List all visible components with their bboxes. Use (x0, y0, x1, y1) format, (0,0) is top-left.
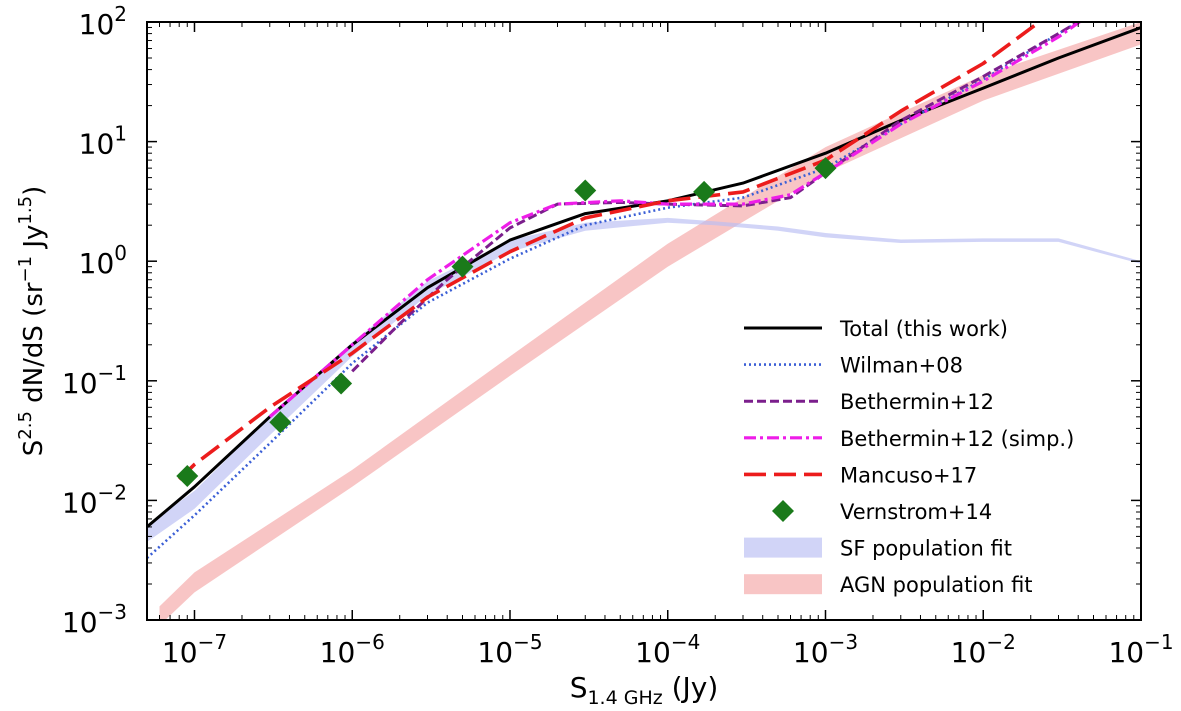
legend-label-wilman-08: Wilman+08 (840, 354, 963, 378)
x-axis-label: S1.4 GHz (Jy) (570, 671, 719, 709)
y-axis-label: S2.5 dN/dS (sr−1 Jy1.5) (15, 186, 49, 456)
data-point-vernstrom-14 (330, 372, 353, 395)
data-point-vernstrom-14 (693, 180, 716, 203)
y-tick-label: 10−3 (62, 600, 127, 639)
plot-frame (146, 21, 1142, 621)
legend-label-bethermin-12: Bethermin+12 (840, 390, 994, 414)
x-tick-label: 10−4 (635, 630, 700, 669)
data-point-vernstrom-14 (814, 157, 837, 180)
y-tick-label: 102 (79, 2, 127, 41)
legend-label-mancuso-17: Mancuso+17 (840, 463, 977, 487)
legend-swatch-vernstrom-14 (772, 500, 794, 522)
y-tick-label: 10−2 (62, 480, 127, 519)
legend-label-agn-population-fit: AGN population fit (840, 573, 1033, 597)
series-line-mancuso-17 (177, 22, 1043, 481)
legend: Total (this work) Wilman+08 Bethermin+12 Be… (744, 317, 1074, 597)
data-point-vernstrom-14 (176, 464, 199, 487)
markers (176, 157, 837, 487)
axes: 10−7 10−6 10−5 10−4 10−3 10−2 10−1 10−3 10−2 10−1… (62, 2, 1174, 669)
x-tick-label: 10−7 (162, 630, 227, 669)
series-line-bethermin-12-simp (268, 22, 1083, 419)
x-tick-label: 10−5 (477, 630, 542, 669)
legend-swatch-sf-population-fit (744, 537, 822, 558)
legend-label-vernstrom-14: Vernstrom+14 (840, 500, 992, 524)
data-point-vernstrom-14 (269, 411, 292, 434)
data-point-vernstrom-14 (451, 255, 474, 278)
y-tick-label: 100 (79, 241, 127, 280)
y-tick-label: 101 (79, 122, 127, 161)
legend-label-bethermin-12-simp: Bethermin+12 (simp.) (840, 427, 1074, 451)
x-tick-label: 10−2 (951, 630, 1016, 669)
x-tick-label: 10−6 (320, 630, 385, 669)
data-point-vernstrom-14 (574, 179, 597, 202)
legend-swatch-agn-population-fit (744, 574, 822, 595)
y-tick-label: 10−1 (62, 361, 127, 400)
x-tick-label: 10−3 (793, 630, 858, 669)
legend-label-sf-population-fit: SF population fit (840, 537, 1012, 561)
x-tick-label: 10−1 (1108, 630, 1173, 669)
legend-label-total-this-work: Total (this work) (839, 317, 1008, 341)
